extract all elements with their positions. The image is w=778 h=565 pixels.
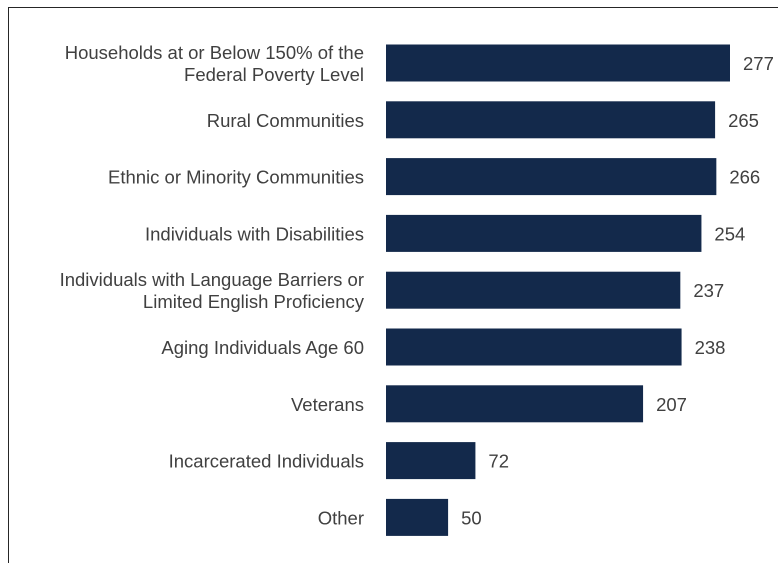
data-label: 254 bbox=[714, 223, 745, 244]
bar bbox=[386, 328, 682, 366]
data-label: 72 bbox=[488, 451, 509, 472]
category-label: Federal Poverty Level bbox=[184, 64, 364, 85]
bar bbox=[386, 44, 730, 82]
data-label: 238 bbox=[695, 337, 726, 358]
data-label: 50 bbox=[461, 507, 482, 528]
bar bbox=[386, 271, 681, 309]
bar bbox=[386, 442, 476, 480]
data-label: 265 bbox=[728, 110, 759, 131]
category-label: Ethnic or Minority Communities bbox=[108, 167, 364, 188]
category-label: Individuals with Disabilities bbox=[145, 223, 364, 244]
bar bbox=[386, 101, 716, 139]
category-label: Households at or Below 150% of the bbox=[65, 42, 364, 63]
category-label: Aging Individuals Age 60 bbox=[161, 337, 364, 358]
bar bbox=[386, 498, 449, 536]
category-label: Limited English Proficiency bbox=[143, 291, 365, 312]
bar bbox=[386, 385, 644, 423]
data-label: 237 bbox=[693, 280, 724, 301]
category-label: Rural Communities bbox=[207, 110, 364, 131]
bar bbox=[386, 158, 717, 196]
category-label: Incarcerated Individuals bbox=[169, 451, 364, 472]
category-label: Individuals with Language Barriers or bbox=[60, 269, 364, 290]
bar bbox=[386, 214, 702, 252]
data-label: 266 bbox=[729, 167, 760, 188]
category-label: Veterans bbox=[291, 394, 364, 415]
data-label: 207 bbox=[656, 394, 687, 415]
category-label: Other bbox=[318, 507, 364, 528]
data-label: 277 bbox=[743, 53, 774, 74]
